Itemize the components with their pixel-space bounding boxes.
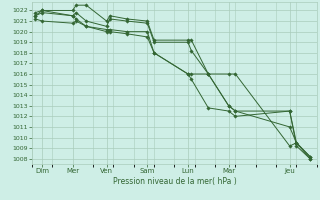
X-axis label: Pression niveau de la mer( hPa ): Pression niveau de la mer( hPa )	[113, 177, 236, 186]
